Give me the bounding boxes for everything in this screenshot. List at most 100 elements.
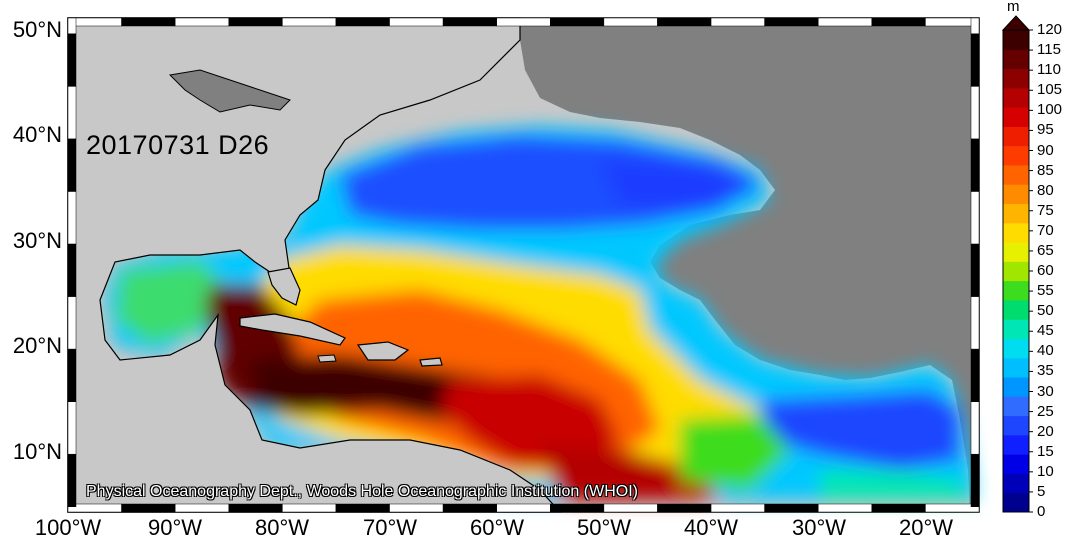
colorbar-swatch bbox=[1003, 107, 1029, 127]
colorbar-swatch bbox=[1003, 30, 1029, 50]
colorbar-swatch bbox=[1003, 203, 1029, 224]
lon-label-30w: 30°W bbox=[791, 515, 847, 540]
lon-label-40w: 40°W bbox=[683, 515, 739, 540]
map-panel bbox=[67, 17, 980, 513]
frame-band-right bbox=[970, 453, 980, 507]
colorbar-swatch bbox=[1003, 49, 1029, 70]
frame-band-top bbox=[228, 17, 283, 27]
colorbar-swatch bbox=[1003, 68, 1029, 89]
colorbar-swatch bbox=[1003, 242, 1029, 262]
lat-label-20n: 20°N bbox=[12, 333, 62, 358]
colorbar-tick-label: 65 bbox=[1037, 241, 1054, 259]
frame-band-bottom bbox=[389, 503, 444, 513]
colorbar-tick-label: 10 bbox=[1037, 462, 1054, 480]
frame-band-top bbox=[764, 17, 819, 27]
frame-band-bottom bbox=[174, 503, 230, 513]
frame-band-right bbox=[970, 296, 980, 350]
colorbar-tick-label: 70 bbox=[1037, 221, 1054, 239]
colorbar-swatch bbox=[1003, 87, 1029, 108]
hispaniola bbox=[356, 341, 410, 361]
frame-band-right bbox=[970, 138, 980, 192]
lon-label-20w: 20°W bbox=[898, 515, 954, 540]
jamaica bbox=[317, 354, 337, 363]
frame-band-right bbox=[970, 86, 980, 140]
map-frame bbox=[67, 17, 980, 513]
frame-band-bottom bbox=[925, 503, 980, 513]
colorbar-tick-label: 0 bbox=[1037, 503, 1046, 520]
frame-band-top bbox=[282, 17, 337, 27]
colorbar-tick-label: 80 bbox=[1037, 181, 1054, 199]
frame-band-top bbox=[389, 17, 444, 27]
frame-band-bottom bbox=[228, 503, 283, 513]
lat-label-40n: 40°N bbox=[12, 122, 62, 147]
colorbar-tick-label: 30 bbox=[1037, 382, 1054, 400]
land-americas bbox=[67, 17, 562, 513]
colorbar-swatch bbox=[1003, 145, 1029, 166]
colorbar-tick-label: 15 bbox=[1037, 442, 1054, 460]
colorbar-swatch bbox=[1003, 396, 1029, 417]
great-lakes bbox=[168, 69, 291, 113]
frame-band-right bbox=[970, 348, 980, 402]
frame-band-left bbox=[67, 191, 77, 245]
frame-band-bottom bbox=[496, 503, 551, 513]
florida bbox=[267, 267, 301, 306]
lon-label-60w: 60°W bbox=[469, 515, 525, 540]
colorbar-tick-label: 110 bbox=[1037, 61, 1061, 79]
frame-band-bottom bbox=[657, 503, 712, 513]
colorbar-tick-label: 25 bbox=[1037, 402, 1054, 420]
colorbar-tick-label: 90 bbox=[1037, 141, 1054, 159]
credit-text: Physical Oceanography Dept., Woods Hole … bbox=[86, 483, 638, 500]
colorbar-tick-label: 55 bbox=[1037, 282, 1054, 300]
colorbar-swatch bbox=[1003, 319, 1029, 339]
lat-label-10n: 10°N bbox=[12, 439, 62, 464]
frame-band-left bbox=[67, 296, 77, 350]
frame-band-bottom bbox=[335, 503, 390, 513]
frame-band-right bbox=[970, 33, 980, 87]
colorbar-swatch bbox=[1003, 126, 1029, 147]
frame-band-right bbox=[970, 401, 980, 455]
colorbar-tick-label: 105 bbox=[1037, 81, 1063, 99]
frame-band-left bbox=[67, 86, 77, 140]
frame-band-left bbox=[67, 453, 77, 507]
frame-band-bottom bbox=[442, 503, 497, 513]
frame-band-top bbox=[710, 17, 765, 27]
frame-band-bottom bbox=[550, 503, 605, 513]
colorbar-swatch bbox=[1003, 184, 1029, 205]
frame-band-bottom bbox=[710, 503, 765, 513]
colorbar-swatch bbox=[1003, 492, 1029, 513]
colorbar-tick-label: 5 bbox=[1037, 482, 1046, 500]
colorbar-tick-label: 50 bbox=[1037, 302, 1054, 320]
colorbar-tick-label: 85 bbox=[1037, 161, 1054, 179]
frame-band-top bbox=[496, 17, 551, 27]
colorbar-tick-label: 60 bbox=[1037, 262, 1054, 279]
lon-label-100w: 100°W bbox=[34, 515, 102, 540]
colorbar bbox=[1001, 15, 1033, 513]
colorbar-swatch bbox=[1003, 454, 1029, 474]
colorbar-tick-label: 115 bbox=[1037, 41, 1061, 59]
frame-band-left bbox=[67, 348, 77, 402]
frame-band-left bbox=[67, 401, 77, 455]
puerto-rico bbox=[419, 357, 443, 367]
frame-band-top bbox=[603, 17, 658, 27]
frame-band-right bbox=[970, 243, 980, 297]
frame-band-bottom bbox=[282, 503, 337, 513]
frame-band-top bbox=[550, 17, 605, 27]
land-africa-europe bbox=[520, 18, 979, 512]
colorbar-tick-label: 35 bbox=[1037, 362, 1054, 380]
frame-band-bottom bbox=[764, 503, 819, 513]
frame-band-top bbox=[442, 17, 497, 27]
frame-band-top bbox=[174, 17, 230, 27]
colorbar-swatch bbox=[1003, 222, 1029, 243]
frame-band-left bbox=[67, 138, 77, 192]
frame-band-bottom bbox=[121, 503, 176, 513]
colorbar-swatch bbox=[1003, 164, 1029, 185]
colorbar-tick-label: 20 bbox=[1037, 422, 1054, 440]
frame-band-top bbox=[817, 17, 873, 27]
colorbar-swatch bbox=[1003, 434, 1029, 455]
lon-label-50w: 50°W bbox=[576, 515, 632, 540]
frame-band-left bbox=[67, 243, 77, 297]
lat-label-50n: 50°N bbox=[12, 17, 62, 42]
colorbar-tick-label: 75 bbox=[1037, 201, 1054, 219]
colorbar-swatch bbox=[1003, 261, 1029, 282]
